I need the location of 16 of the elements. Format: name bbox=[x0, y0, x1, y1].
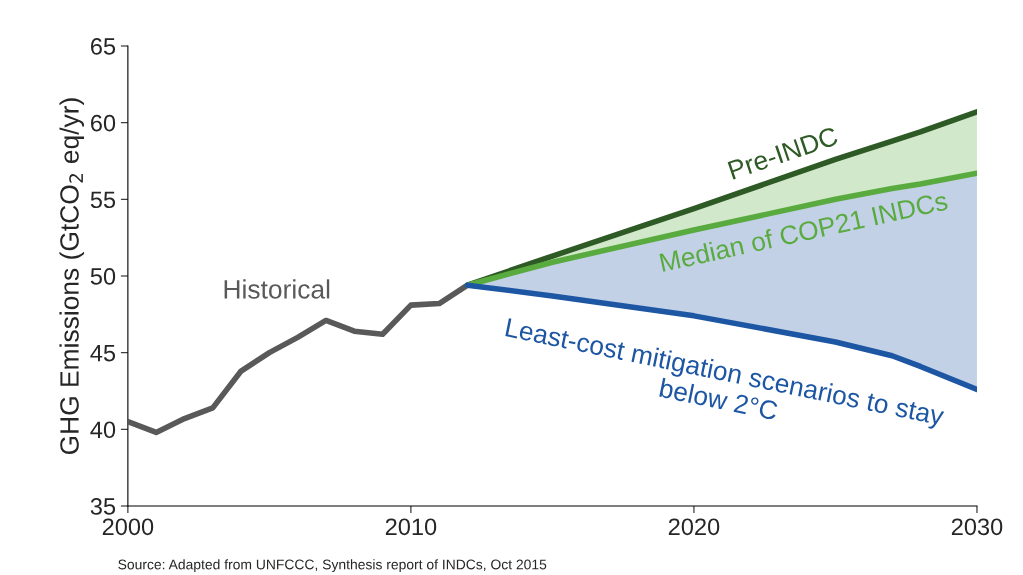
text: Least-cost mitigation scenarios to stay below 2°C bbox=[504, 317, 946, 431]
source-note: Source: Adapted from UNFCCC, Synthesis report of INDCs, Oct 2015 bbox=[118, 559, 547, 573]
x-tick-label: 2010 bbox=[385, 518, 437, 536]
y-tick-label: 65 bbox=[91, 38, 116, 55]
y-tick-label: 60 bbox=[91, 114, 116, 132]
y-tick-label: 50 bbox=[90, 268, 116, 285]
x-tick-label: 2030 bbox=[951, 518, 1003, 536]
x-tick-label: 2000 bbox=[102, 518, 154, 536]
series-label: Historical bbox=[224, 279, 330, 299]
y-tick-label: 45 bbox=[90, 344, 116, 362]
y-axis-title: GHG Emissions (GtCO$_{2}$ eq/yr) bbox=[59, 98, 85, 455]
y-tick-label: 55 bbox=[90, 191, 116, 209]
x-tick-label: 2020 bbox=[668, 518, 720, 536]
series-label: Median of COP21 INDCs bbox=[659, 190, 949, 273]
y-tick-label: 40 bbox=[90, 421, 116, 439]
y-tick-label: 35 bbox=[90, 498, 116, 515]
